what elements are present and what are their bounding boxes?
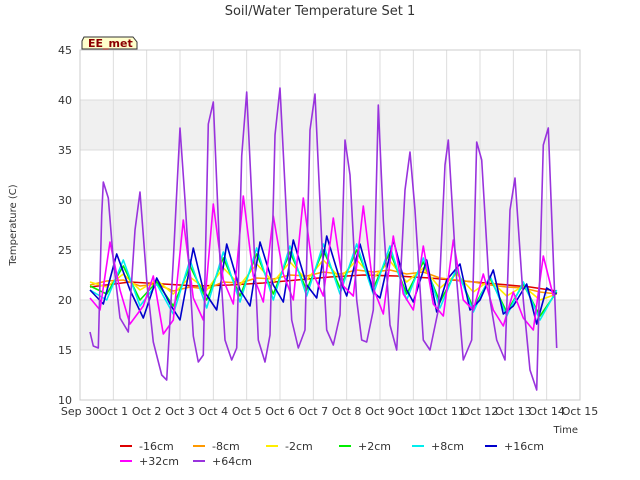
x-tick-label: Oct 10 bbox=[395, 405, 432, 418]
legend-label: +32cm bbox=[139, 455, 179, 468]
station-badge-box bbox=[81, 36, 138, 50]
x-axis-ticks: Sep 30 Oct 1 Oct 2 Oct 3 Oct 4 Oct 5 Oct 6 Oct … bbox=[61, 405, 598, 418]
x-tick-label: Oct 12 bbox=[462, 405, 499, 418]
x-tick-label: Oct 7 bbox=[299, 405, 329, 418]
x-tick-label: Oct 5 bbox=[232, 405, 262, 418]
series-line-+64cm bbox=[89, 87, 558, 391]
x-tick-label: Sep 30 bbox=[61, 405, 99, 418]
x-tick-label: Oct 3 bbox=[165, 405, 195, 418]
chart-title: Soil/Water Temperature Set 1 bbox=[225, 4, 416, 19]
legend-label: -16cm bbox=[139, 440, 174, 453]
x-tick-label: Oct 2 bbox=[132, 405, 162, 418]
x-tick-label: Oct 1 bbox=[99, 405, 129, 418]
y-tick-label: 15 bbox=[58, 344, 72, 357]
x-tick-label: Oct 8 bbox=[332, 405, 362, 418]
background-bands bbox=[80, 100, 580, 350]
station-badge: EE_met bbox=[81, 36, 138, 50]
y-tick-label: 30 bbox=[58, 194, 72, 207]
x-tick-label: Oct 6 bbox=[265, 405, 295, 418]
x-tick-label: Oct 9 bbox=[365, 405, 395, 418]
y-tick-label: 45 bbox=[58, 44, 72, 57]
x-tick-label: Oct 4 bbox=[199, 405, 229, 418]
legend-label: -8cm bbox=[212, 440, 240, 453]
plot-frame bbox=[79, 49, 581, 401]
y-tick-label: 25 bbox=[58, 244, 72, 257]
background-band bbox=[80, 100, 580, 150]
y-axis-ticks: 10 15 20 25 30 35 40 45 bbox=[58, 44, 72, 407]
y-tick-label: 20 bbox=[58, 294, 72, 307]
series-line-+8cm bbox=[89, 243, 558, 321]
y-tick-label: 40 bbox=[58, 94, 72, 107]
station-badge-text: EE_met bbox=[88, 37, 133, 50]
y-tick-label: 10 bbox=[58, 394, 72, 407]
legend-label: -2cm bbox=[285, 440, 313, 453]
legend: -16cm -8cm -2cm +2cm +8cm +16cm +32cm +64cm bbox=[120, 440, 544, 468]
x-axis-label: Time bbox=[553, 425, 578, 436]
legend-label: +64cm bbox=[212, 455, 252, 468]
x-tick-label: Oct 13 bbox=[495, 405, 532, 418]
x-tick-label: Oct 15 bbox=[562, 405, 599, 418]
y-axis-label: Temperature (C) bbox=[8, 184, 19, 266]
x-tick-label: Oct 14 bbox=[528, 405, 565, 418]
x-tick-label: Oct 11 bbox=[428, 405, 465, 418]
series-line-+16cm bbox=[89, 235, 558, 325]
legend-label: +2cm bbox=[358, 440, 391, 453]
legend-label: +8cm bbox=[431, 440, 464, 453]
series-layer bbox=[89, 87, 558, 391]
legend-label: +16cm bbox=[504, 440, 544, 453]
y-tick-label: 35 bbox=[58, 144, 72, 157]
